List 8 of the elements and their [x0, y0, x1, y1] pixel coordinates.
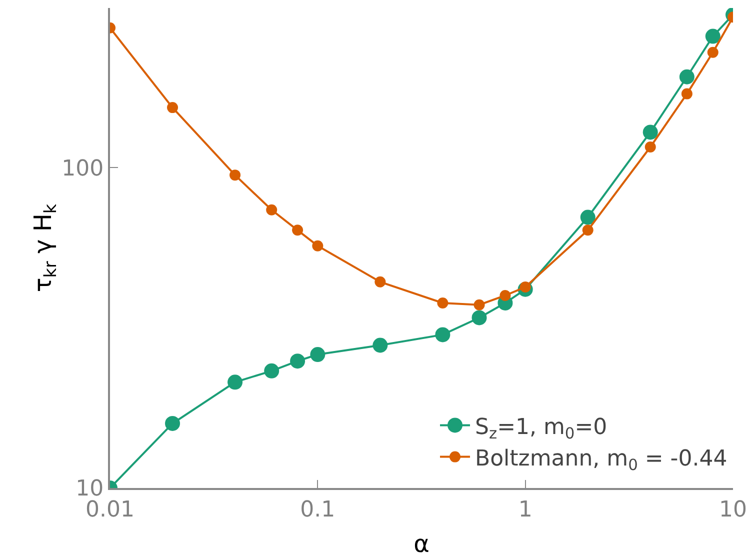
x-tick-label: 10 — [719, 497, 747, 522]
x-tick-label: 0.1 — [300, 497, 336, 522]
legend-label: Boltzmann, m$_{0}$ = -0.44 — [475, 446, 728, 474]
x-tick-label: 0.01 — [86, 497, 134, 522]
legend-label: S$_{z}$=1, m$_{0}$=0 — [475, 414, 608, 442]
x-axis-title: α — [414, 530, 430, 558]
y-tick-label: 100 — [62, 156, 104, 182]
x-tick-label: 1 — [518, 497, 532, 522]
